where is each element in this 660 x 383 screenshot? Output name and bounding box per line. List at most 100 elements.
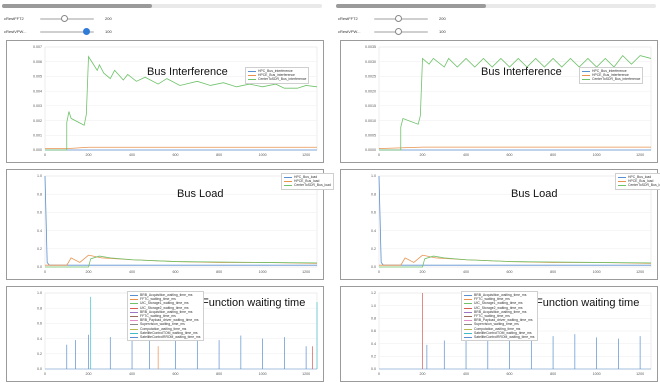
x-tick-label: 800 (216, 153, 222, 157)
legend-label: CenterToSDR_Bus_interference (258, 77, 307, 82)
legend-swatch (464, 316, 472, 318)
x-tick-label: 1000 (593, 270, 601, 274)
chart-legend: HPC_Bus_interference HPCE_Bus_interferenc… (245, 67, 310, 84)
y-tick-label: 0.2 (371, 355, 376, 359)
y-tick-label: 0.4 (37, 229, 42, 233)
legend-swatch (582, 79, 590, 81)
legend-item: BRB_Payload_driver_waiting_time_ms (130, 318, 201, 322)
legend-swatch (618, 177, 626, 178)
slider-handle[interactable] (61, 15, 69, 22)
legend-swatch (464, 299, 472, 301)
legend-label: CenterToSDR_Bus_load (628, 183, 660, 188)
chart-canvas: 0.0000 0.0005 0.0010 0.0015 0.0020 0.0025 0.00… (365, 45, 652, 157)
x-tick-label: 600 (507, 372, 513, 376)
legend-label: BRB_Acquisition_waiting_time_ms (474, 293, 527, 297)
x-tick-label: 0 (378, 153, 380, 157)
legend-item: HPC_Bus_interference (248, 69, 306, 73)
horizontal-scrollbar[interactable] (2, 4, 322, 8)
x-tick-label: 400 (129, 270, 135, 274)
y-tick-label: 0.000 (33, 148, 42, 152)
y-tick-label: 0.005 (33, 75, 42, 79)
slider-track[interactable] (40, 15, 94, 22)
legend-label: BRB_Acquisition_waiting_time_ms (140, 309, 193, 314)
slider-track[interactable] (374, 15, 428, 22)
legend-label: HPCE_Bus_load (628, 179, 654, 184)
legend-swatch (464, 303, 472, 305)
y-tick-label: 0.0010 (365, 119, 376, 123)
x-tick-label: 1000 (593, 372, 601, 376)
y-tick-label: 0.0015 (365, 104, 376, 108)
chart-legend: BRB_Acquisition_waiting_time_ms FFTC_wait… (127, 291, 204, 342)
slider-row: cRestFFT2 200 (2, 14, 142, 24)
legend-item: FFTC_waiting_time_ms (130, 314, 201, 318)
x-tick-label: 600 (173, 372, 179, 376)
legend-item: HPC_Bus_load (618, 175, 660, 179)
legend-item: CenterToSDR_Bus_load (284, 183, 331, 187)
slider-handle[interactable] (82, 28, 90, 35)
horizontal-scrollbar[interactable] (336, 4, 656, 8)
legend-label: Supervision_waiting_time_ms (140, 322, 185, 327)
legend-label: UIC_Storage2_waiting_time_ms (140, 305, 189, 310)
legend-item: Supervision_waiting_time_ms (130, 322, 201, 326)
x-tick-label: 1200 (302, 153, 310, 157)
slider-label: cRestFFT2 (338, 16, 358, 21)
legend-swatch (248, 79, 256, 81)
legend-label: HPC_Bus_load (294, 175, 318, 179)
legend-item: HPCE_Bus_interference (248, 73, 306, 77)
legend-label: FFTC_waiting_time_ms (140, 297, 176, 302)
legend-swatch (464, 311, 472, 313)
legend-label: FFTC_waiting_time_ms (474, 314, 510, 319)
scrollbar-thumb[interactable] (2, 4, 152, 8)
legend-swatch (582, 71, 590, 72)
slider-handle[interactable] (395, 15, 403, 22)
legend-swatch (464, 307, 472, 309)
y-tick-label: 0.0 (37, 367, 42, 371)
legend-swatch (464, 320, 472, 322)
legend-label: SatelliteControlTOM_waiting_time_ms (474, 330, 532, 335)
legend-swatch (130, 303, 138, 305)
series-line-3 (379, 54, 652, 151)
chart-bus-load: 0.0 0.2 0.4 0.6 0.8 1.0 0 200 400 600 800 1000 1200 B… (6, 169, 334, 280)
slider-handle[interactable] (395, 28, 403, 35)
chart-canvas: 0.0 0.2 0.4 0.6 0.8 1.0 0 200 400 600 800 1000 1200 (371, 174, 652, 274)
y-tick-label: 1.0 (37, 174, 42, 178)
legend-swatch (130, 311, 138, 313)
legend-swatch (618, 181, 626, 183)
chart-title: Function waiting time (536, 297, 640, 309)
legend-swatch (582, 75, 590, 77)
chart-bus-interference: 0.000 0.001 0.002 0.003 0.004 0.005 0.006 0.007… (6, 40, 324, 163)
legend-swatch (464, 328, 472, 330)
x-tick-label: 0 (44, 270, 46, 274)
x-tick-label: 600 (173, 270, 179, 274)
legend-swatch (130, 324, 138, 326)
legend-label: CenterToSDR_Bus_interference (592, 77, 641, 82)
x-tick-label: 800 (550, 372, 556, 376)
x-tick-label: 200 (420, 270, 426, 274)
plot-area (44, 46, 318, 151)
legend-item: BRB_Acquisition_waiting_time_ms (464, 293, 535, 297)
legend-item: CenterToSDR_Bus_interference (248, 77, 306, 81)
scrollbar-thumb[interactable] (336, 4, 486, 8)
slider-track[interactable] (374, 28, 428, 35)
chart-legend: HPC_Bus_load HPCE_Bus_load CenterToSDR_Bus… (615, 173, 660, 190)
x-tick-label: 600 (507, 270, 513, 274)
legend-label: HPC_Bus_interference (592, 69, 627, 73)
y-tick-label: 0.0020 (365, 89, 376, 93)
y-tick-label: 0.002 (33, 119, 42, 123)
y-tick-label: 0.6 (371, 329, 376, 333)
legend-item: UIC_Storage2_waiting_time_ms (464, 306, 535, 310)
x-tick-label: 200 (420, 372, 426, 376)
x-tick-label: 1000 (593, 153, 601, 157)
legend-item: Computation_waiting_time_ms (464, 327, 535, 331)
x-tick-label: 200 (86, 372, 92, 376)
legend-label: HPC_Bus_load (628, 175, 652, 179)
legend-item: CenterToSDR_Bus_load (618, 183, 660, 187)
y-tick-label: 0.0 (371, 265, 376, 269)
chart-waiting: 0.0 0.2 0.4 0.6 0.8 1.0 0 200 400 600 800 1000 1200 F… (6, 286, 324, 382)
legend-label: Computation_waiting_time_ms (474, 326, 521, 331)
x-tick-label: 400 (463, 153, 469, 157)
slider-track[interactable] (40, 28, 94, 35)
chart-title: Bus Interference (147, 66, 228, 78)
y-tick-label: 0.007 (33, 45, 42, 49)
